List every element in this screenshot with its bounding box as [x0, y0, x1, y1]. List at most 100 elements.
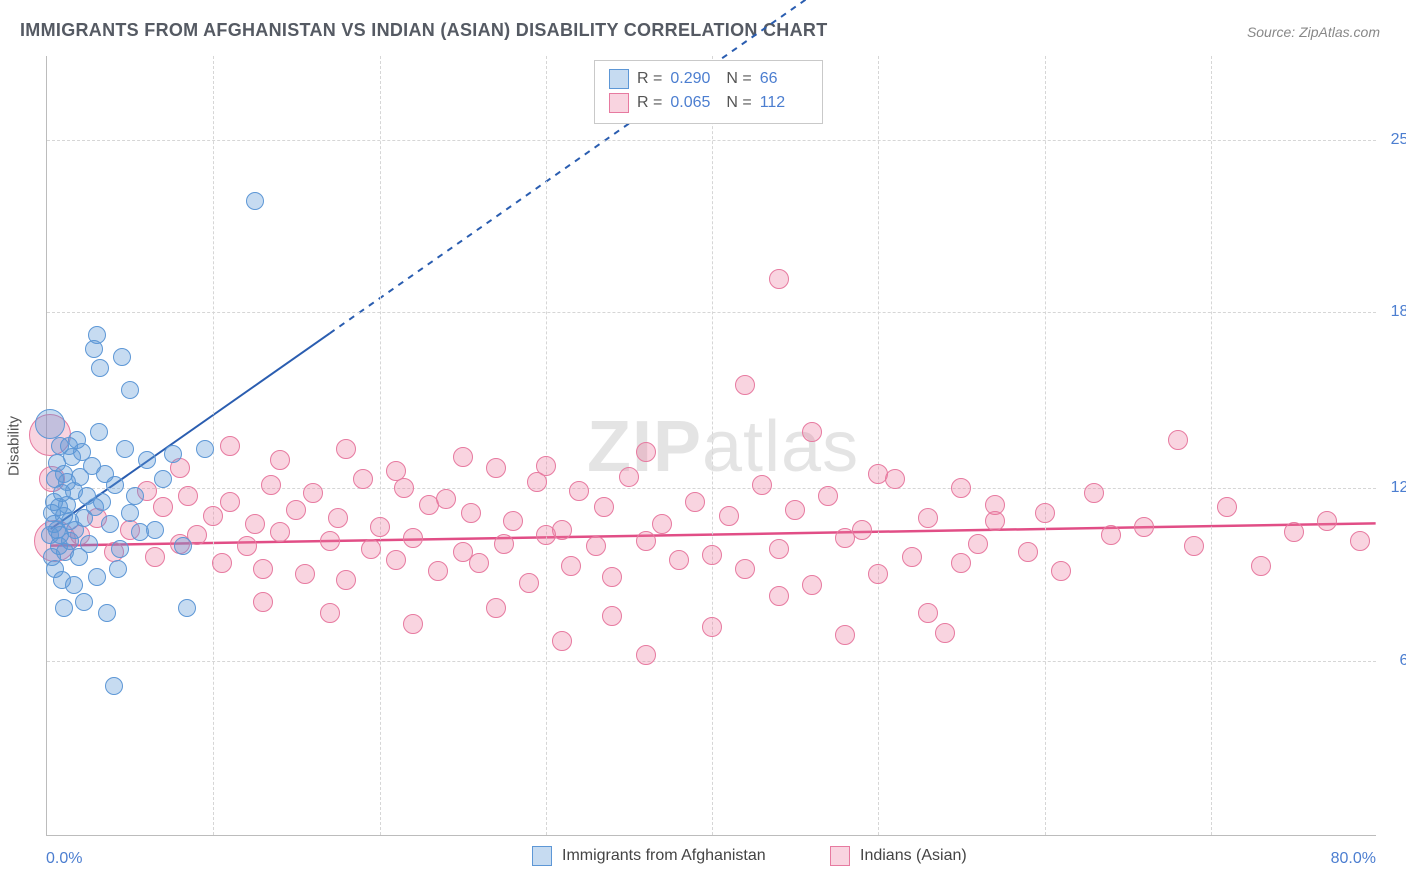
pink-point — [569, 481, 589, 501]
pink-point — [552, 520, 572, 540]
x-tick-label: 0.0% — [46, 850, 82, 868]
pink-point — [636, 531, 656, 551]
pink-point — [868, 464, 888, 484]
blue-point — [111, 540, 129, 558]
pink-point — [902, 547, 922, 567]
blue-point — [101, 515, 119, 533]
pink-point — [253, 559, 273, 579]
gridline-v — [546, 56, 547, 835]
blue-point — [121, 381, 139, 399]
blue-point — [75, 593, 93, 611]
pink-point — [386, 461, 406, 481]
blue-point — [174, 537, 192, 555]
blue-point — [196, 440, 214, 458]
blue-point — [35, 409, 65, 439]
scatter-plot: ZIPatlas 6.3%12.5%18.8%25.0% — [46, 56, 1376, 836]
blue-point — [88, 568, 106, 586]
pink-point — [261, 475, 281, 495]
y-axis-label: Disability — [6, 416, 23, 476]
blue-point — [121, 504, 139, 522]
pink-point — [985, 511, 1005, 531]
blue-point — [91, 359, 109, 377]
pink-point — [286, 500, 306, 520]
blue-point — [138, 451, 156, 469]
pink-point — [1101, 525, 1121, 545]
pink-point — [1251, 556, 1271, 576]
legend-r-label: R = — [637, 94, 662, 112]
blue-point — [65, 576, 83, 594]
pink-point — [336, 570, 356, 590]
blue-point — [106, 476, 124, 494]
pink-point — [818, 486, 838, 506]
pink-point — [1350, 531, 1370, 551]
pink-point — [178, 486, 198, 506]
pink-point — [370, 517, 390, 537]
pink-point — [835, 625, 855, 645]
pink-point — [702, 545, 722, 565]
pink-point — [1134, 517, 1154, 537]
pink-point — [270, 450, 290, 470]
pink-point — [220, 492, 240, 512]
pink-point — [852, 520, 872, 540]
legend-row-pink: R =0.065N =112 — [609, 91, 808, 115]
pink-point — [253, 592, 273, 612]
pink-point — [935, 623, 955, 643]
gridline-v — [878, 56, 879, 835]
pink-point — [453, 447, 473, 467]
pink-point — [1084, 483, 1104, 503]
pink-point — [403, 528, 423, 548]
pink-point — [719, 506, 739, 526]
pink-point — [295, 564, 315, 584]
gridline-v — [1211, 56, 1212, 835]
pink-point — [552, 631, 572, 651]
pink-point — [361, 539, 381, 559]
series-legend-blue: Immigrants from Afghanistan — [532, 846, 766, 866]
legend-n-value: 66 — [760, 70, 808, 88]
blue-point — [80, 535, 98, 553]
blue-point — [146, 521, 164, 539]
pink-point — [320, 603, 340, 623]
pink-point — [1284, 522, 1304, 542]
pink-point — [220, 436, 240, 456]
pink-point — [212, 553, 232, 573]
pink-point — [328, 508, 348, 528]
legend-r-label: R = — [637, 70, 662, 88]
legend-r-value: 0.290 — [670, 70, 718, 88]
legend-n-label: N = — [726, 70, 751, 88]
pink-point — [1317, 511, 1337, 531]
pink-point — [968, 534, 988, 554]
pink-point — [652, 514, 672, 534]
x-tick-label: 80.0% — [1331, 850, 1376, 868]
pink-point — [1051, 561, 1071, 581]
pink-point — [203, 506, 223, 526]
legend-n-label: N = — [726, 94, 751, 112]
y-tick-label: 18.8% — [1380, 303, 1406, 321]
pink-point — [602, 606, 622, 626]
pink-point — [785, 500, 805, 520]
series-legend-pink: Indians (Asian) — [830, 846, 967, 866]
pink-point — [586, 536, 606, 556]
blue-trend-line-dashed — [330, 0, 845, 333]
legend-n-value: 112 — [760, 94, 808, 112]
pink-point — [802, 575, 822, 595]
pink-point — [752, 475, 772, 495]
pink-point — [951, 478, 971, 498]
gridline-v — [380, 56, 381, 835]
pink-point — [735, 375, 755, 395]
pink-point — [303, 483, 323, 503]
pink-point — [769, 269, 789, 289]
pink-point — [237, 536, 257, 556]
pink-point — [594, 497, 614, 517]
pink-point — [469, 553, 489, 573]
blue-point — [116, 440, 134, 458]
pink-point — [669, 550, 689, 570]
pink-point — [494, 534, 514, 554]
legend-row-blue: R = 0.290 N = 66 — [609, 67, 808, 91]
pink-point — [353, 469, 373, 489]
pink-point — [519, 573, 539, 593]
pink-point — [1217, 497, 1237, 517]
pink-point — [403, 614, 423, 634]
pink-point — [918, 603, 938, 623]
gridline-v — [712, 56, 713, 835]
blue-point — [93, 493, 111, 511]
